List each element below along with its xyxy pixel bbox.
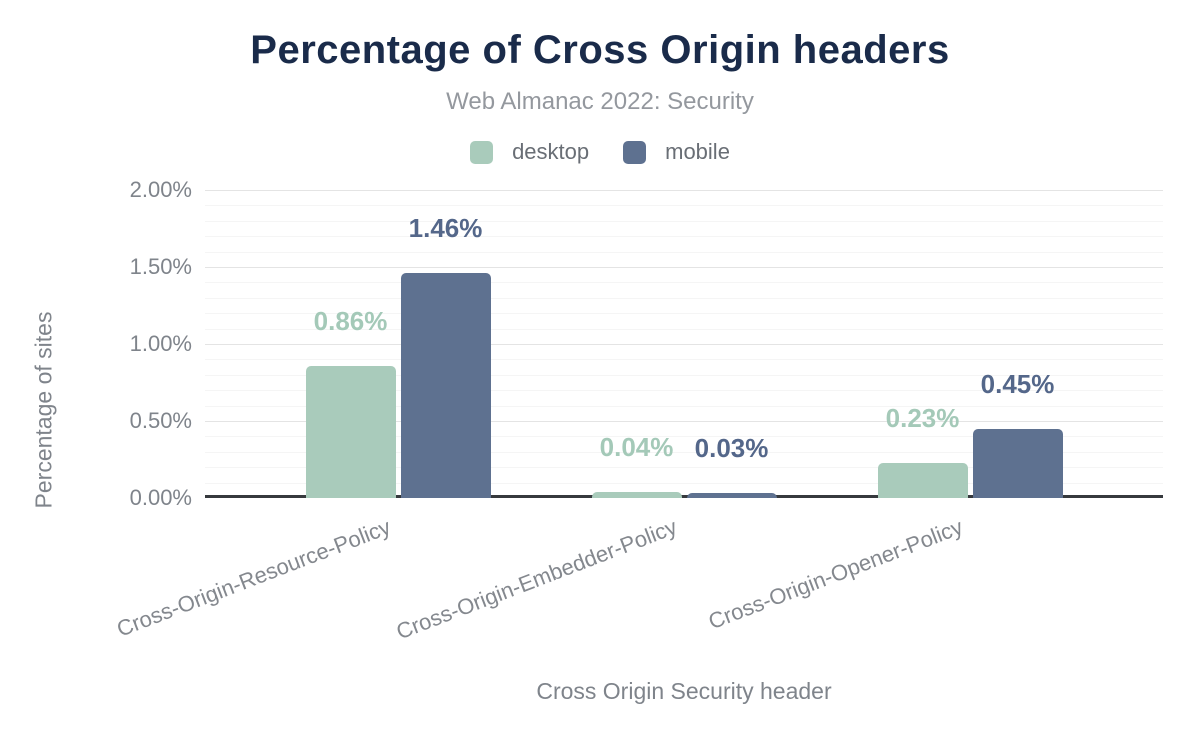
- x-tick-label: Cross-Origin-Embedder-Policy: [392, 514, 680, 645]
- bar-desktop[interactable]: [877, 462, 968, 498]
- legend-item-mobile[interactable]: mobile: [623, 139, 730, 165]
- value-label-mobile: 0.03%: [694, 433, 769, 464]
- y-tick-label: 1.50%: [129, 254, 192, 279]
- gridline: [205, 205, 1163, 207]
- gridline: [205, 344, 1163, 345]
- legend-label-mobile: mobile: [665, 139, 730, 164]
- gridline: [205, 482, 1163, 484]
- gridline: [205, 297, 1163, 299]
- gridline: [205, 467, 1163, 469]
- legend-label-desktop: desktop: [512, 139, 590, 164]
- gridline: [205, 374, 1163, 376]
- desktop-swatch: [470, 140, 494, 164]
- gridline: [205, 359, 1163, 361]
- y-tick-label: 1.00%: [129, 331, 192, 356]
- gridline: [205, 282, 1163, 284]
- gridline: [205, 405, 1163, 407]
- value-label-mobile: 1.46%: [408, 213, 483, 244]
- legend: desktop mobile: [0, 139, 1200, 165]
- value-label-desktop: 0.04%: [599, 431, 674, 462]
- value-label-mobile: 0.45%: [980, 368, 1055, 399]
- value-label-desktop: 0.86%: [313, 305, 388, 336]
- gridline: [205, 451, 1163, 453]
- bar-desktop[interactable]: [591, 491, 682, 498]
- x-tick-label: Cross-Origin-Resource-Policy: [113, 514, 394, 642]
- gridline: [205, 190, 1163, 191]
- gridline: [205, 236, 1163, 238]
- plot-area: [205, 190, 1163, 498]
- x-axis-title: Cross Origin Security header: [536, 678, 832, 704]
- bar-mobile[interactable]: [972, 428, 1063, 498]
- y-tick-label: 0.00%: [129, 485, 192, 510]
- x-tick-label: Cross-Origin-Opener-Policy: [704, 514, 966, 635]
- page-title: Percentage of Cross Origin headers: [250, 28, 950, 72]
- bar-mobile[interactable]: [686, 493, 777, 498]
- y-tick-label: 0.50%: [129, 408, 192, 433]
- mobile-swatch: [623, 140, 647, 164]
- gridline: [205, 220, 1163, 222]
- gridline: [205, 328, 1163, 330]
- gridline: [205, 421, 1163, 422]
- y-tick-label: 2.00%: [129, 177, 192, 202]
- gridline: [205, 390, 1163, 392]
- page-subtitle: Web Almanac 2022: Security: [446, 88, 754, 115]
- gridline: [205, 313, 1163, 315]
- x-axis-baseline: [205, 495, 1163, 498]
- bar-desktop[interactable]: [305, 365, 396, 498]
- legend-item-desktop[interactable]: desktop: [470, 139, 589, 165]
- gridline: [205, 267, 1163, 268]
- value-label-desktop: 0.23%: [885, 402, 960, 433]
- gridline: [205, 251, 1163, 253]
- bar-mobile[interactable]: [400, 273, 491, 498]
- gridline: [205, 436, 1163, 438]
